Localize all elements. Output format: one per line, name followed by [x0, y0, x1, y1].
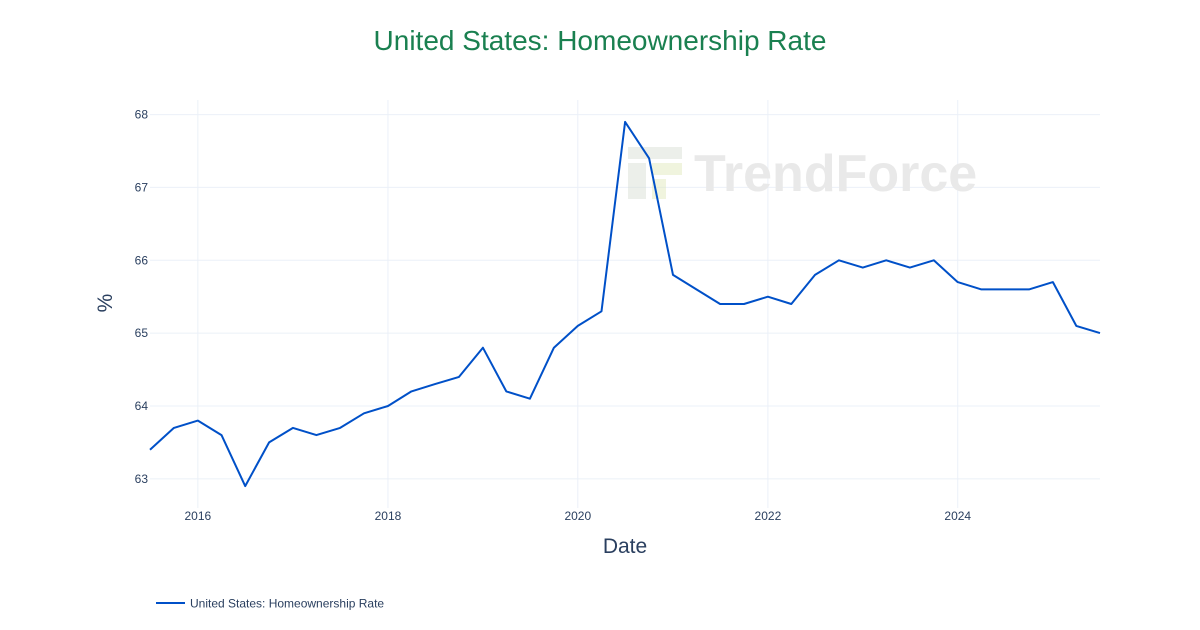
y-tick-label: 68 — [135, 108, 149, 122]
watermark: TrendForce — [628, 145, 977, 203]
x-tick-label: 2024 — [944, 509, 971, 523]
gridlines — [150, 100, 1100, 508]
y-tick-label: 66 — [135, 253, 149, 267]
y-tick-label: 63 — [135, 472, 149, 486]
legend-label: United States: Homeownership Rate — [190, 597, 384, 611]
watermark-text: TrendForce — [694, 145, 977, 203]
trendforce-logo-icon — [628, 147, 682, 199]
y-tick-labels: 63 64 65 66 67 68 — [135, 108, 149, 486]
y-tick-label: 67 — [135, 180, 149, 194]
y-axis-title: % — [94, 294, 117, 313]
series-line[interactable] — [149, 120, 1101, 488]
x-axis-title: Date — [603, 535, 647, 558]
series-layer — [149, 120, 1101, 488]
chart-title: United States: Homeownership Rate — [374, 25, 827, 56]
x-tick-label: 2022 — [755, 509, 782, 523]
y-tick-label: 65 — [135, 326, 149, 340]
x-tick-label: 2016 — [184, 509, 211, 523]
x-tick-labels: 2016 2018 2020 2022 2024 — [184, 509, 971, 523]
x-tick-label: 2020 — [564, 509, 591, 523]
legend[interactable]: United States: Homeownership Rate — [156, 597, 384, 611]
x-tick-label: 2018 — [375, 509, 402, 523]
y-tick-label: 64 — [135, 399, 149, 413]
